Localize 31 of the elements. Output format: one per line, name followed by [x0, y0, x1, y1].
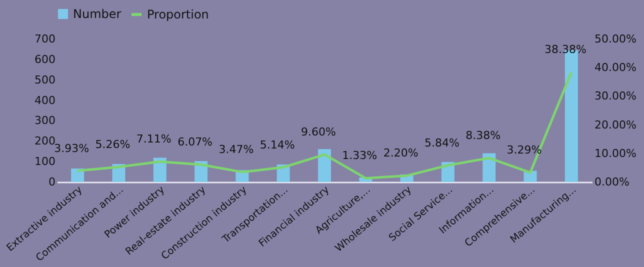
y-tick-label: 200: [34, 134, 56, 148]
y-tick-label: 100: [34, 155, 56, 168]
y-tick-label: 300: [34, 114, 56, 128]
bar: [318, 149, 331, 182]
y2-tick-label: 0.00%: [594, 176, 630, 188]
legend-label: Proportion: [147, 8, 209, 22]
legend-label: Number: [73, 7, 122, 21]
data-label: 6.07%: [178, 136, 213, 149]
y-tick-label: 700: [34, 32, 56, 46]
y2-tick-label: 50.00%: [594, 32, 636, 46]
y2-tick-label: 40.00%: [594, 61, 636, 74]
y-tick-label: 400: [34, 94, 56, 107]
bar: [71, 168, 84, 182]
data-label: 38.38%: [544, 43, 586, 56]
data-label: 8.38%: [466, 129, 501, 142]
y-tick-label: 500: [34, 73, 56, 86]
y-tick-label: 0: [48, 176, 56, 188]
y2-tick-label: 20.00%: [594, 118, 636, 132]
y-tick-label: 600: [34, 52, 56, 66]
y2-tick-label: 10.00%: [594, 146, 636, 160]
y2-tick-label: 30.00%: [594, 90, 636, 103]
data-label: 2.20%: [383, 146, 418, 160]
data-label: 5.84%: [424, 136, 460, 150]
data-label: 5.14%: [260, 138, 295, 152]
data-label: 7.11%: [136, 132, 172, 146]
data-label: 5.26%: [95, 138, 130, 151]
data-label: 3.93%: [54, 142, 90, 155]
data-label: 3.47%: [218, 143, 254, 156]
data-label: 1.33%: [342, 149, 378, 162]
data-label: 9.60%: [301, 126, 336, 139]
bar: [482, 153, 496, 182]
